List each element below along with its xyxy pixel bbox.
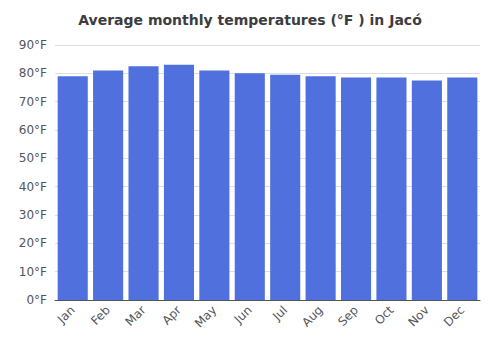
svg-text:Dec: Dec	[441, 303, 467, 329]
svg-text:Apr: Apr	[159, 303, 184, 328]
svg-text:Jul: Jul	[269, 303, 290, 324]
svg-text:Average monthly temperatures (: Average monthly temperatures (°F ) in Ja…	[78, 12, 422, 28]
svg-text:80°F: 80°F	[19, 66, 47, 80]
svg-text:90°F: 90°F	[19, 38, 47, 52]
svg-text:Nov: Nov	[405, 303, 431, 329]
svg-text:30°F: 30°F	[19, 208, 47, 222]
svg-text:Jan: Jan	[54, 303, 78, 327]
svg-text:Oct: Oct	[372, 303, 397, 328]
svg-text:Feb: Feb	[88, 303, 113, 328]
svg-text:60°F: 60°F	[19, 123, 47, 137]
svg-text:50°F: 50°F	[19, 151, 47, 165]
svg-text:May: May	[192, 303, 219, 330]
svg-text:Aug: Aug	[299, 303, 325, 329]
svg-text:70°F: 70°F	[19, 95, 47, 109]
svg-text:Sep: Sep	[335, 303, 361, 329]
svg-text:Mar: Mar	[123, 303, 149, 329]
svg-text:40°F: 40°F	[19, 180, 47, 194]
svg-text:20°F: 20°F	[19, 236, 47, 250]
svg-text:0°F: 0°F	[26, 293, 47, 307]
svg-text:10°F: 10°F	[19, 265, 47, 279]
svg-text:Jun: Jun	[231, 303, 255, 327]
